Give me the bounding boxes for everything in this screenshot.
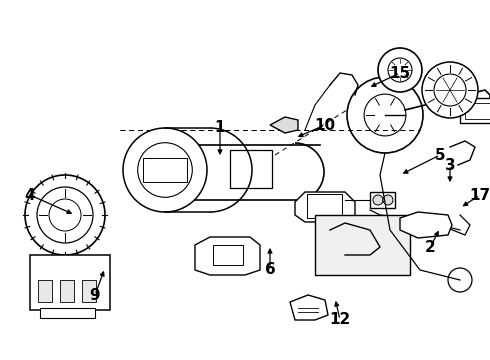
Text: 6: 6 xyxy=(265,262,275,278)
Bar xyxy=(30,255,110,310)
Text: 1: 1 xyxy=(215,121,225,135)
Bar xyxy=(307,194,342,218)
Bar xyxy=(82,280,96,302)
Text: 12: 12 xyxy=(329,312,351,328)
Circle shape xyxy=(347,77,423,153)
Bar xyxy=(143,158,187,182)
Bar xyxy=(460,98,490,123)
Text: 3: 3 xyxy=(445,158,455,172)
Polygon shape xyxy=(400,212,452,238)
Bar xyxy=(60,280,74,302)
Bar xyxy=(38,280,52,302)
Bar xyxy=(315,215,410,275)
Bar xyxy=(213,245,243,265)
Circle shape xyxy=(49,199,81,231)
Circle shape xyxy=(373,195,383,205)
Bar xyxy=(230,150,272,188)
Circle shape xyxy=(434,74,466,106)
Bar xyxy=(465,103,490,119)
Text: 10: 10 xyxy=(315,117,336,132)
Circle shape xyxy=(25,175,105,255)
Bar xyxy=(40,308,95,318)
Polygon shape xyxy=(370,192,395,208)
Text: 4: 4 xyxy=(24,188,35,202)
Circle shape xyxy=(388,58,412,82)
Circle shape xyxy=(123,128,207,212)
Polygon shape xyxy=(195,237,260,275)
Polygon shape xyxy=(270,117,298,133)
Text: 17: 17 xyxy=(469,188,490,202)
Text: 5: 5 xyxy=(435,148,445,162)
Text: 15: 15 xyxy=(390,66,411,81)
Text: 9: 9 xyxy=(90,288,100,302)
Polygon shape xyxy=(295,192,355,222)
Circle shape xyxy=(378,48,422,92)
Circle shape xyxy=(37,187,93,243)
Text: 2: 2 xyxy=(425,240,436,256)
Circle shape xyxy=(422,62,478,118)
Circle shape xyxy=(383,195,393,205)
Polygon shape xyxy=(290,295,328,320)
Circle shape xyxy=(364,94,406,136)
Circle shape xyxy=(138,143,192,197)
Circle shape xyxy=(448,268,472,292)
